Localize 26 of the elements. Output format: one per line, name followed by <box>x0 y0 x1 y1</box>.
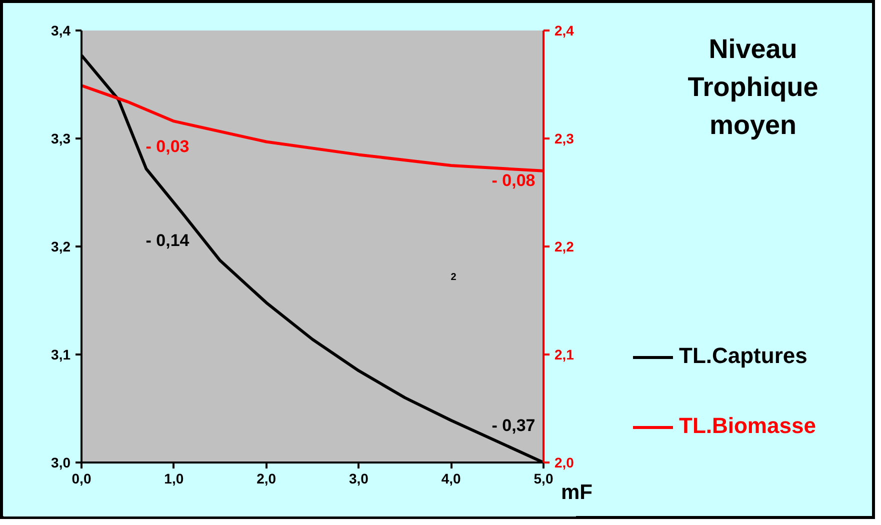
y-tick-label: 3,2 <box>51 238 71 254</box>
legend-label: TL.Captures <box>678 342 808 370</box>
y2-tick-label: 2,4 <box>554 22 574 38</box>
y2-tick-label: 2,3 <box>554 130 574 146</box>
annotation: - 0,03 <box>146 137 190 156</box>
annotation: - 0,08 <box>492 171 536 190</box>
x-tick-label: 4,0 <box>441 470 462 486</box>
line-series <box>82 84 544 172</box>
legend-label: TL.Biomasse <box>678 412 816 440</box>
annotation: 2 <box>450 272 457 283</box>
x-tick-label: 3,0 <box>348 470 369 486</box>
y-tick-label: 3,4 <box>51 22 71 38</box>
text: Niveau Trophique moyen <box>688 33 818 142</box>
annotation: - 0,14 <box>146 231 190 250</box>
y-tick-label: 3,1 <box>51 346 71 362</box>
y2-tick-label: 2,1 <box>554 346 574 362</box>
x-tick-label: 5,0 <box>534 470 554 486</box>
x-axis-title: mF <box>561 480 592 506</box>
annotation: - 0,37 <box>492 416 536 435</box>
x-tick-label: 0,0 <box>72 470 92 486</box>
y2-tick-label: 2,0 <box>554 454 574 470</box>
y-tick-label: 3,3 <box>51 130 71 146</box>
x-tick-label: 1,0 <box>164 470 184 486</box>
y2-tick-label: 2,2 <box>554 238 574 254</box>
x-tick-label: 2,0 <box>256 470 276 486</box>
y-tick-label: 3,0 <box>51 454 71 470</box>
